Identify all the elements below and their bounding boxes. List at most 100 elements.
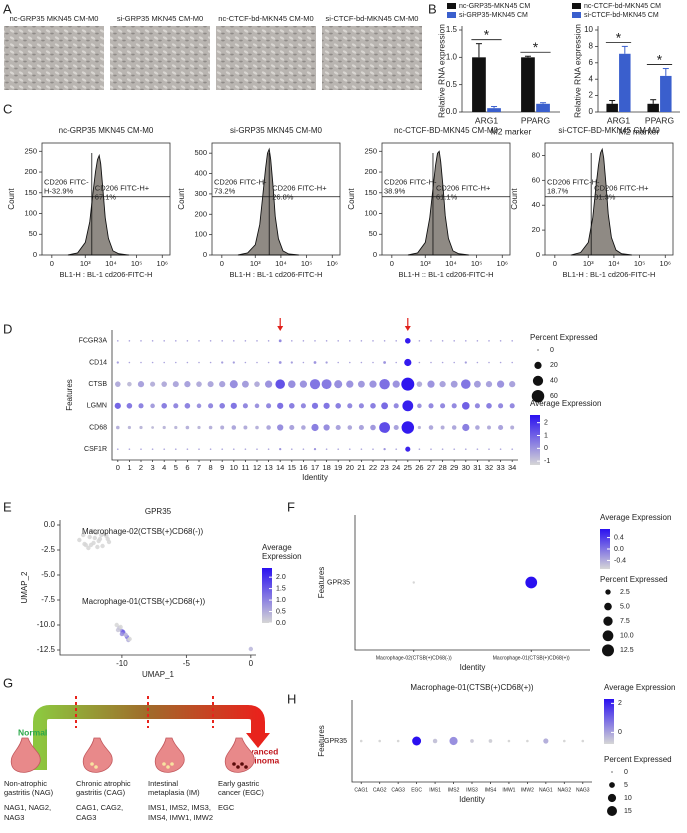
x-tick-label: 10³ — [250, 259, 261, 268]
y-axis-label: Count — [347, 188, 356, 210]
dot — [290, 340, 293, 342]
colorbar-label: -0.4 — [614, 557, 626, 564]
dot — [174, 425, 178, 430]
x-tick-label: 14 — [276, 463, 284, 472]
axis — [354, 515, 590, 651]
dot — [379, 378, 390, 390]
dot — [231, 425, 237, 430]
point — [92, 535, 98, 541]
dot — [335, 403, 341, 409]
y-axis-label: Count — [7, 188, 16, 210]
histogram-area — [237, 147, 299, 256]
x-axis-label: Identity — [302, 473, 328, 482]
dot — [383, 340, 386, 342]
x-tick-label: 10⁴ — [105, 259, 117, 268]
x-tick-label: NAG1 — [539, 787, 553, 793]
y-tick-label: 50 — [369, 229, 377, 238]
stage-samples: NAG1, NAG2, — [4, 803, 51, 812]
dot — [417, 425, 422, 430]
x-tick-label: 10⁶ — [660, 259, 671, 268]
legend-title: Average Expression — [604, 683, 675, 692]
dot — [470, 739, 474, 743]
dot — [288, 380, 296, 388]
x-tick-label: 7 — [197, 463, 201, 472]
dot — [461, 379, 471, 389]
legend-label: nc-CTCF-bd-MKN45 CM — [584, 3, 661, 10]
dot — [525, 576, 538, 589]
dot — [290, 448, 293, 450]
panel-letter: G — [3, 675, 13, 690]
dot — [289, 403, 295, 409]
y-tick-label: GPR35 — [327, 579, 350, 586]
colorbar — [262, 568, 272, 623]
dot — [476, 361, 479, 364]
y-tick-label: -5.0 — [41, 570, 55, 579]
dot — [543, 738, 549, 744]
x-tick-label: IMS1 — [429, 787, 441, 793]
y-tick-label: 100 — [364, 209, 377, 218]
x-tick-label: 0 — [116, 463, 120, 472]
dot — [464, 361, 467, 364]
y-tick-label: 200 — [364, 167, 377, 176]
x-tick-label: 10⁵ — [634, 259, 645, 268]
dot — [370, 403, 376, 409]
dot — [347, 403, 353, 409]
y-tick-label: 0 — [33, 250, 37, 259]
dot — [509, 403, 515, 409]
point — [87, 534, 92, 540]
x-tick-label: 10³ — [420, 259, 431, 268]
dot — [174, 340, 177, 342]
y-tick-label: 0 — [589, 107, 594, 116]
x-tick-label: 10 — [230, 463, 238, 472]
x-tick-label: 10³ — [80, 259, 91, 268]
x-tick-label: 10⁵ — [131, 259, 142, 268]
stage-end: Advanced — [238, 746, 279, 756]
x-tick-label: 30 — [462, 463, 470, 472]
y-tick-label: 200 — [194, 209, 207, 218]
dot — [358, 424, 364, 431]
dot — [186, 340, 189, 342]
dot — [404, 358, 412, 367]
y-tick-label: 300 — [194, 189, 207, 198]
dot — [255, 425, 259, 430]
dot — [487, 425, 491, 430]
y-axis-label: Count — [177, 188, 186, 210]
x-tick-label: 15 — [288, 463, 296, 472]
stage-name: metaplasia (IM) — [148, 788, 200, 797]
dot — [427, 380, 435, 388]
dot — [151, 448, 154, 450]
x-tick-label: CAG3 — [391, 787, 405, 793]
dot — [451, 403, 457, 409]
dot — [313, 361, 317, 364]
dot — [232, 448, 235, 450]
point — [118, 624, 123, 630]
dot — [230, 402, 237, 409]
dot — [277, 402, 284, 409]
y-tick-label: 0.0 — [446, 107, 458, 116]
point — [127, 636, 132, 642]
size-key-label: 12.5 — [620, 647, 634, 654]
y-tick-label: 4 — [589, 74, 594, 83]
dot — [114, 402, 121, 409]
gate-label: 18.7% — [547, 187, 569, 196]
colorbar-label: 0 — [544, 445, 548, 452]
dot — [563, 739, 566, 743]
dot — [372, 361, 374, 364]
size-key-label: 60 — [550, 393, 558, 400]
dot — [140, 361, 142, 364]
dot — [325, 340, 328, 342]
dot — [173, 403, 179, 409]
colorbar-label: 0 — [618, 729, 622, 736]
dot — [348, 340, 351, 342]
dot — [208, 425, 213, 430]
point — [95, 544, 100, 550]
point — [82, 541, 87, 547]
dot — [256, 340, 258, 342]
x-tick-label: 23 — [380, 463, 388, 472]
dot — [277, 424, 284, 431]
point — [90, 528, 95, 534]
x-tick-label: 10⁴ — [445, 259, 457, 268]
dot — [430, 361, 432, 364]
bar — [487, 108, 501, 112]
panel-letter: D — [3, 321, 12, 336]
